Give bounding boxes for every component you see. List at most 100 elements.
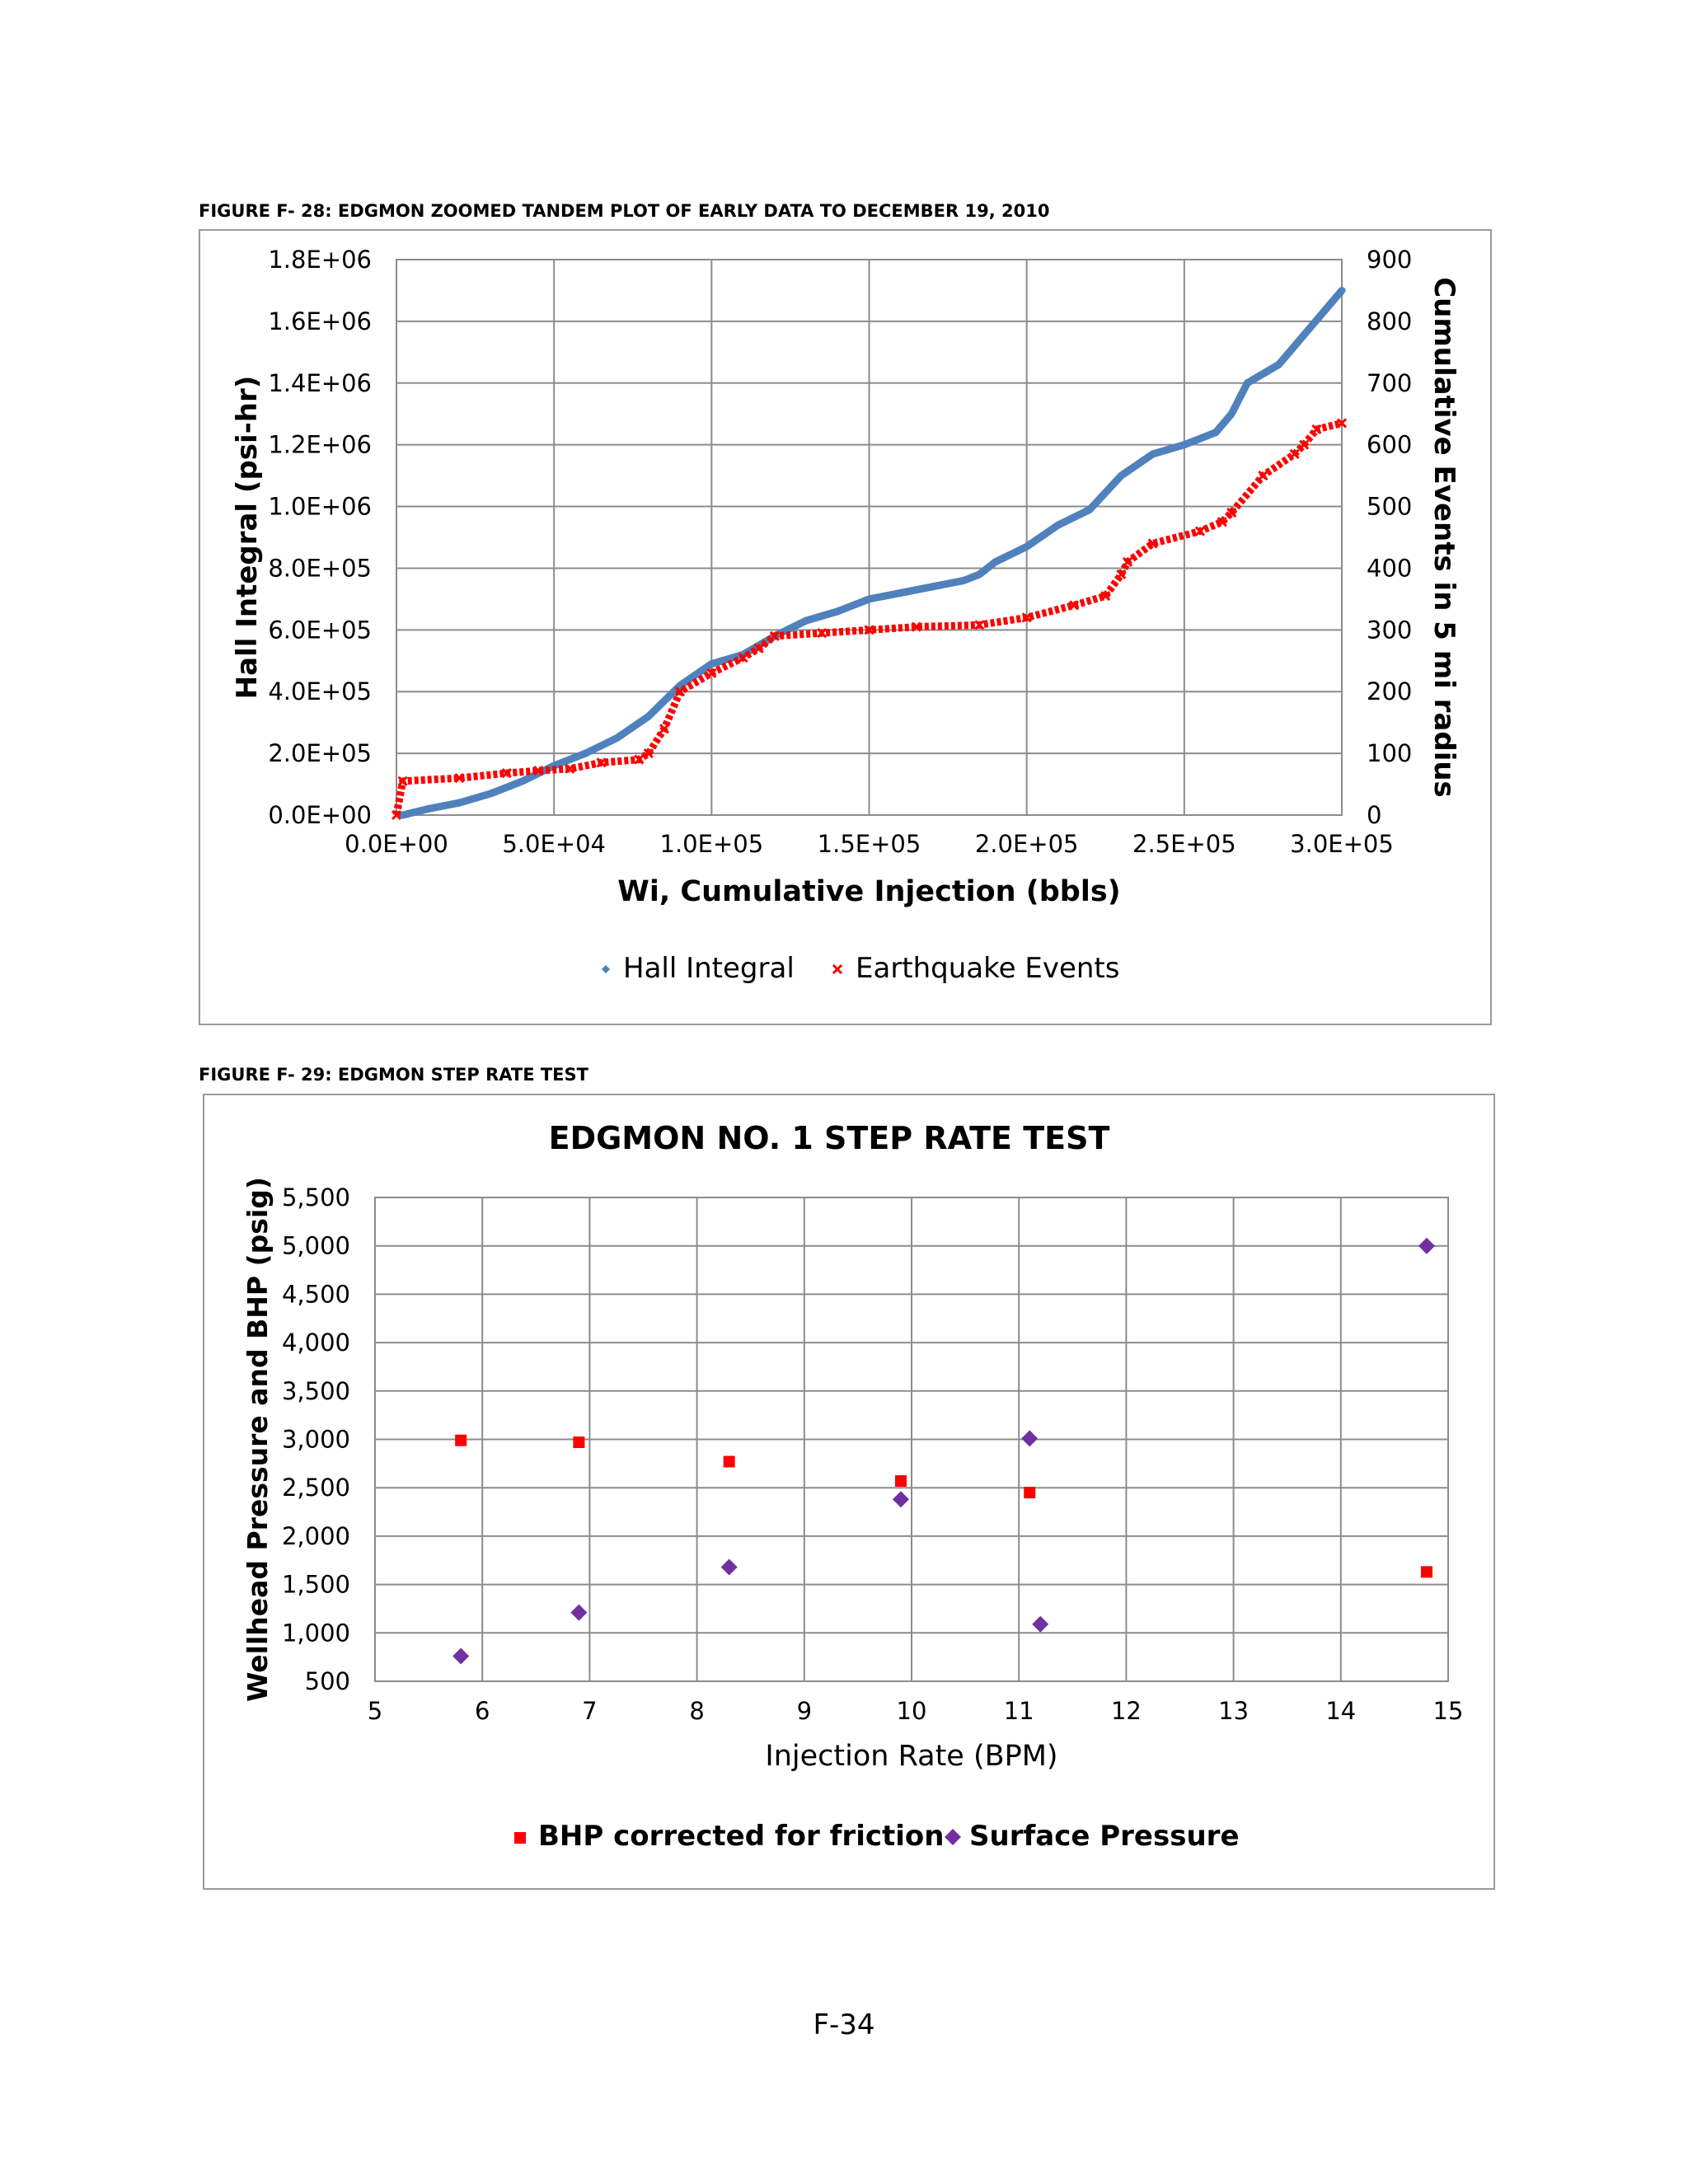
hall-integral-point [927, 582, 936, 591]
hall-integral-point [1179, 440, 1189, 449]
step-rate-test-chart: EDGMON NO. 1 STEP RATE TEST 5 6 7 8 9 10 11 12 13… [203, 1094, 1495, 1890]
earthquake-event-point [391, 809, 402, 821]
hall-integral-point [486, 789, 495, 798]
y2-tick-label: 100 [1367, 739, 1412, 767]
y-tick-label: 4,500 [282, 1280, 350, 1308]
x-tick-label: 1.0E+05 [660, 830, 764, 858]
legend-label-surface-pressure: Surface Pressure [969, 1820, 1240, 1853]
x-tick-label: 2.5E+05 [1132, 830, 1236, 858]
y2-tick-label: 800 [1367, 307, 1412, 335]
hall-integral-point [1243, 378, 1252, 387]
y2-tick-label: 0 [1367, 801, 1381, 829]
y2-tick-label: 900 [1367, 246, 1412, 274]
hall-integral-point [707, 659, 716, 668]
hall-integral-point [1338, 286, 1346, 295]
y-tick-label: 1.2E+06 [268, 431, 372, 459]
earthquake-event-point [1021, 612, 1032, 623]
hall-integral-point [518, 776, 527, 785]
earthquake-event-point [634, 754, 645, 765]
step-rate-test-svg: EDGMON NO. 1 STEP RATE TEST 5 6 7 8 9 10 11 12 13… [241, 1120, 1464, 1853]
hall-integral-point [896, 588, 905, 598]
x-tick-label: 6 [475, 1697, 490, 1725]
hall-integral-point [1085, 505, 1095, 514]
earthquake-event-point [1299, 439, 1310, 450]
y-tick-label: 8.0E+05 [268, 554, 372, 582]
legend-marker-bhp [514, 1832, 526, 1844]
hall-integral-point [581, 749, 590, 758]
plot-area [396, 259, 1343, 816]
y-tick-label: 500 [305, 1667, 350, 1695]
y2-axis-title: Cumulative Events in 5 mi radius [1428, 277, 1461, 798]
y-tick-label: 2.0E+05 [268, 739, 372, 767]
x-tick-label: 5 [368, 1697, 382, 1725]
earthquake-event-point [1217, 517, 1227, 527]
x-tick-label: 14 [1325, 1697, 1356, 1725]
hall-integral-point [865, 594, 874, 603]
y-tick-label: 1,000 [282, 1619, 350, 1647]
y-tick-label: 4.0E+05 [268, 677, 372, 705]
x-tick-label: 15 [1433, 1697, 1464, 1725]
earthquake-event-point [911, 621, 921, 632]
earthquake-event-point [643, 748, 654, 759]
legend-marker-surface-pressure [945, 1829, 961, 1845]
hall-integral-point [1274, 360, 1283, 369]
earthquake-event-point [974, 620, 985, 630]
hall-integral-point [975, 569, 984, 579]
earthquake-event-point [532, 766, 544, 776]
hall-integral-point [802, 616, 811, 626]
y-axis-title: Hall Integral (psi-hr) [231, 376, 264, 700]
earthquake-event-point [753, 643, 764, 654]
x-tick-label: 11 [1004, 1697, 1034, 1725]
y2-tick-label: 200 [1367, 677, 1412, 705]
earthquake-event-point [565, 763, 575, 774]
surface-pressure-point [720, 1558, 738, 1576]
earthquake-event-point [1068, 600, 1080, 611]
earthquake-event-point [738, 652, 748, 663]
earthquake-event-point [1116, 569, 1127, 579]
legend-marker-hall-integral [602, 965, 610, 973]
hall-integral-point [1117, 471, 1126, 480]
y2-tick-label: 400 [1367, 554, 1412, 582]
bhp-point [455, 1434, 467, 1446]
bhp-point [1024, 1487, 1036, 1499]
earthquake-event-point [454, 773, 465, 784]
earthquake-event-point [1336, 418, 1348, 429]
hall-integral-point [1022, 542, 1031, 551]
y-tick-label: 2,000 [282, 1522, 350, 1550]
bhp-point [573, 1436, 585, 1449]
hall-integral-point [455, 799, 464, 808]
earthquake-event-point [769, 630, 780, 641]
plot-area [374, 1197, 1449, 1682]
earthquake-event-point [1311, 424, 1322, 435]
surface-pressure-point [452, 1647, 470, 1665]
hall-integral-point [991, 557, 1000, 566]
bhp-point [723, 1455, 735, 1468]
y2-tick-label: 500 [1367, 493, 1412, 521]
x-axis-title: Wi, Cumulative Injection (bbls) [617, 875, 1120, 908]
y-tick-label: 2,500 [282, 1474, 350, 1502]
surface-pressure-point [1021, 1430, 1039, 1447]
figure-caption: FIGURE F- 28: EDGMON ZOOMED TANDEM PLOT … [199, 201, 1050, 221]
y2-tick-label: 600 [1367, 431, 1412, 459]
hall-integral-point [612, 733, 621, 743]
legend-marker-earthquake-events [832, 963, 843, 975]
earthquake-event-point [1194, 526, 1206, 537]
y-axis-title: Wellhead Pressure and BHP (psig) [241, 1177, 274, 1702]
y-tick-label: 5,000 [282, 1232, 350, 1260]
page-number: F-34 [813, 2008, 875, 2041]
earthquake-event-point [1147, 538, 1158, 549]
y-tick-label: 1,500 [282, 1571, 350, 1599]
hall-integral-line [399, 286, 1346, 819]
y-tick-label: 3,000 [282, 1426, 350, 1454]
x-axis-title: Injection Rate (BPM) [765, 1740, 1057, 1773]
hall-integral-point [644, 712, 653, 721]
x-tick-label: 9 [797, 1697, 812, 1725]
hall-integral-point [1053, 521, 1062, 530]
earthquake-event-point [864, 625, 874, 635]
legend-label-bhp: BHP corrected for friction [538, 1820, 944, 1853]
y2-tick-label: 300 [1367, 616, 1412, 644]
surface-pressure-point [1418, 1237, 1435, 1254]
earthquake-event-point [659, 724, 670, 734]
hall-integral-point [1148, 449, 1157, 458]
earthquake-event-point [1258, 471, 1268, 481]
